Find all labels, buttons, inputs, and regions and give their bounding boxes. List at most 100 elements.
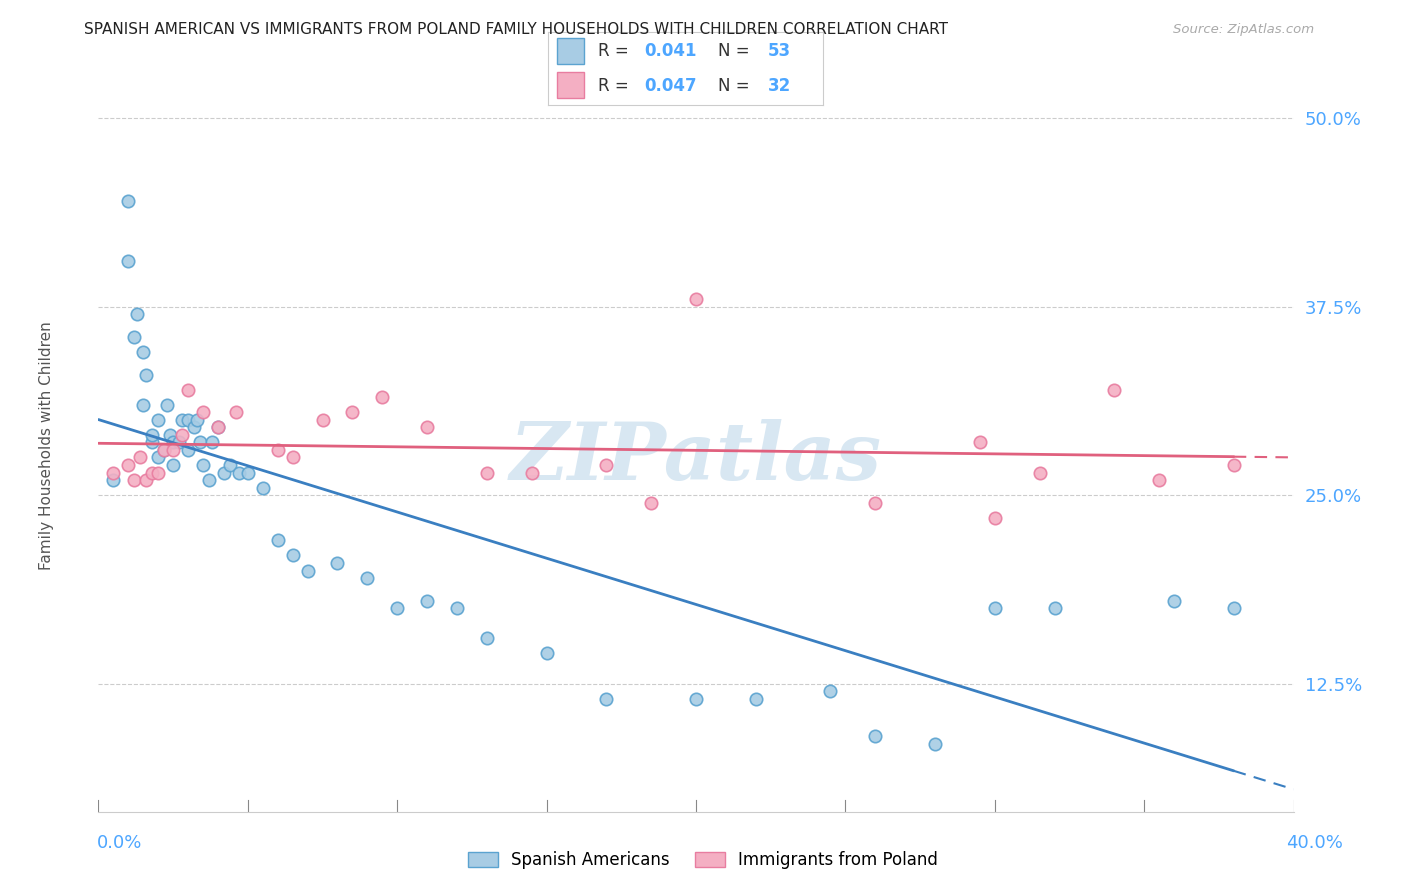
Point <box>281 450 304 465</box>
Point <box>640 496 662 510</box>
Point <box>177 442 200 457</box>
Point <box>820 684 842 698</box>
Point <box>135 368 157 382</box>
Point <box>156 398 179 412</box>
Text: Source: ZipAtlas.com: Source: ZipAtlas.com <box>1174 23 1315 36</box>
Point <box>183 420 205 434</box>
Bar <box>557 72 583 98</box>
Point <box>267 442 290 457</box>
Point <box>129 450 152 465</box>
Point <box>297 564 319 578</box>
Point <box>162 435 184 450</box>
Point <box>162 458 184 472</box>
Point <box>186 413 208 427</box>
Point <box>416 420 439 434</box>
Point <box>385 601 409 615</box>
Point <box>342 405 364 419</box>
Point <box>153 442 176 457</box>
Point <box>135 473 157 487</box>
Point <box>685 292 707 306</box>
Point <box>103 473 125 487</box>
Point <box>124 473 146 487</box>
Point <box>924 737 946 751</box>
Point <box>177 383 200 397</box>
Text: 0.047: 0.047 <box>644 77 697 95</box>
Point <box>172 428 194 442</box>
Point <box>153 442 176 457</box>
Point <box>984 510 1007 524</box>
Text: SPANISH AMERICAN VS IMMIGRANTS FROM POLAND FAMILY HOUSEHOLDS WITH CHILDREN CORRE: SPANISH AMERICAN VS IMMIGRANTS FROM POLA… <box>84 22 949 37</box>
Text: 0.041: 0.041 <box>644 42 697 60</box>
Point <box>520 466 543 480</box>
Text: 32: 32 <box>768 77 792 95</box>
Point <box>191 405 214 419</box>
Legend: Spanish Americans, Immigrants from Poland: Spanish Americans, Immigrants from Polan… <box>468 851 938 870</box>
Point <box>198 473 221 487</box>
Text: R =: R = <box>598 77 634 95</box>
Point <box>167 435 190 450</box>
Text: N =: N = <box>718 42 755 60</box>
Text: Family Households with Children: Family Households with Children <box>39 322 53 570</box>
Point <box>595 691 617 706</box>
Point <box>207 420 229 434</box>
Point <box>371 390 394 404</box>
Point <box>228 466 250 480</box>
Point <box>865 496 887 510</box>
Point <box>1147 473 1170 487</box>
Point <box>356 571 378 585</box>
Point <box>124 330 146 344</box>
Point <box>1163 593 1185 607</box>
Point <box>267 533 290 548</box>
Point <box>148 413 170 427</box>
Point <box>177 413 200 427</box>
Text: N =: N = <box>718 77 755 95</box>
Point <box>252 481 274 495</box>
Point <box>984 601 1007 615</box>
Bar <box>557 38 583 63</box>
Point <box>1223 601 1246 615</box>
Text: R =: R = <box>598 42 634 60</box>
Point <box>207 420 229 434</box>
Point <box>201 435 224 450</box>
Point <box>103 466 125 480</box>
Point <box>416 593 439 607</box>
Point <box>219 458 242 472</box>
Point <box>148 466 170 480</box>
Point <box>595 458 617 472</box>
Point <box>236 466 259 480</box>
Point <box>159 428 181 442</box>
Point <box>281 549 304 563</box>
Point <box>162 442 184 457</box>
Point <box>969 435 991 450</box>
Point <box>117 458 139 472</box>
Point <box>127 307 149 321</box>
Point <box>148 450 170 465</box>
Point <box>1223 458 1246 472</box>
Point <box>475 466 498 480</box>
Point <box>191 458 214 472</box>
Point <box>745 691 768 706</box>
Text: 40.0%: 40.0% <box>1286 834 1343 852</box>
Point <box>132 398 155 412</box>
Point <box>311 413 333 427</box>
Point <box>172 413 194 427</box>
Point <box>117 254 139 268</box>
Point <box>326 556 349 570</box>
Point <box>132 345 155 359</box>
Point <box>685 691 707 706</box>
Point <box>212 466 235 480</box>
Point <box>475 632 498 646</box>
Point <box>188 435 211 450</box>
Point <box>446 601 468 615</box>
Text: 0.0%: 0.0% <box>97 834 142 852</box>
Point <box>117 194 139 209</box>
Point <box>1043 601 1066 615</box>
Point <box>536 647 558 661</box>
Point <box>865 730 887 744</box>
Point <box>225 405 247 419</box>
Point <box>141 435 163 450</box>
Point <box>141 466 163 480</box>
Text: ZIPatlas: ZIPatlas <box>510 418 882 496</box>
Point <box>1028 466 1050 480</box>
Text: 53: 53 <box>768 42 790 60</box>
